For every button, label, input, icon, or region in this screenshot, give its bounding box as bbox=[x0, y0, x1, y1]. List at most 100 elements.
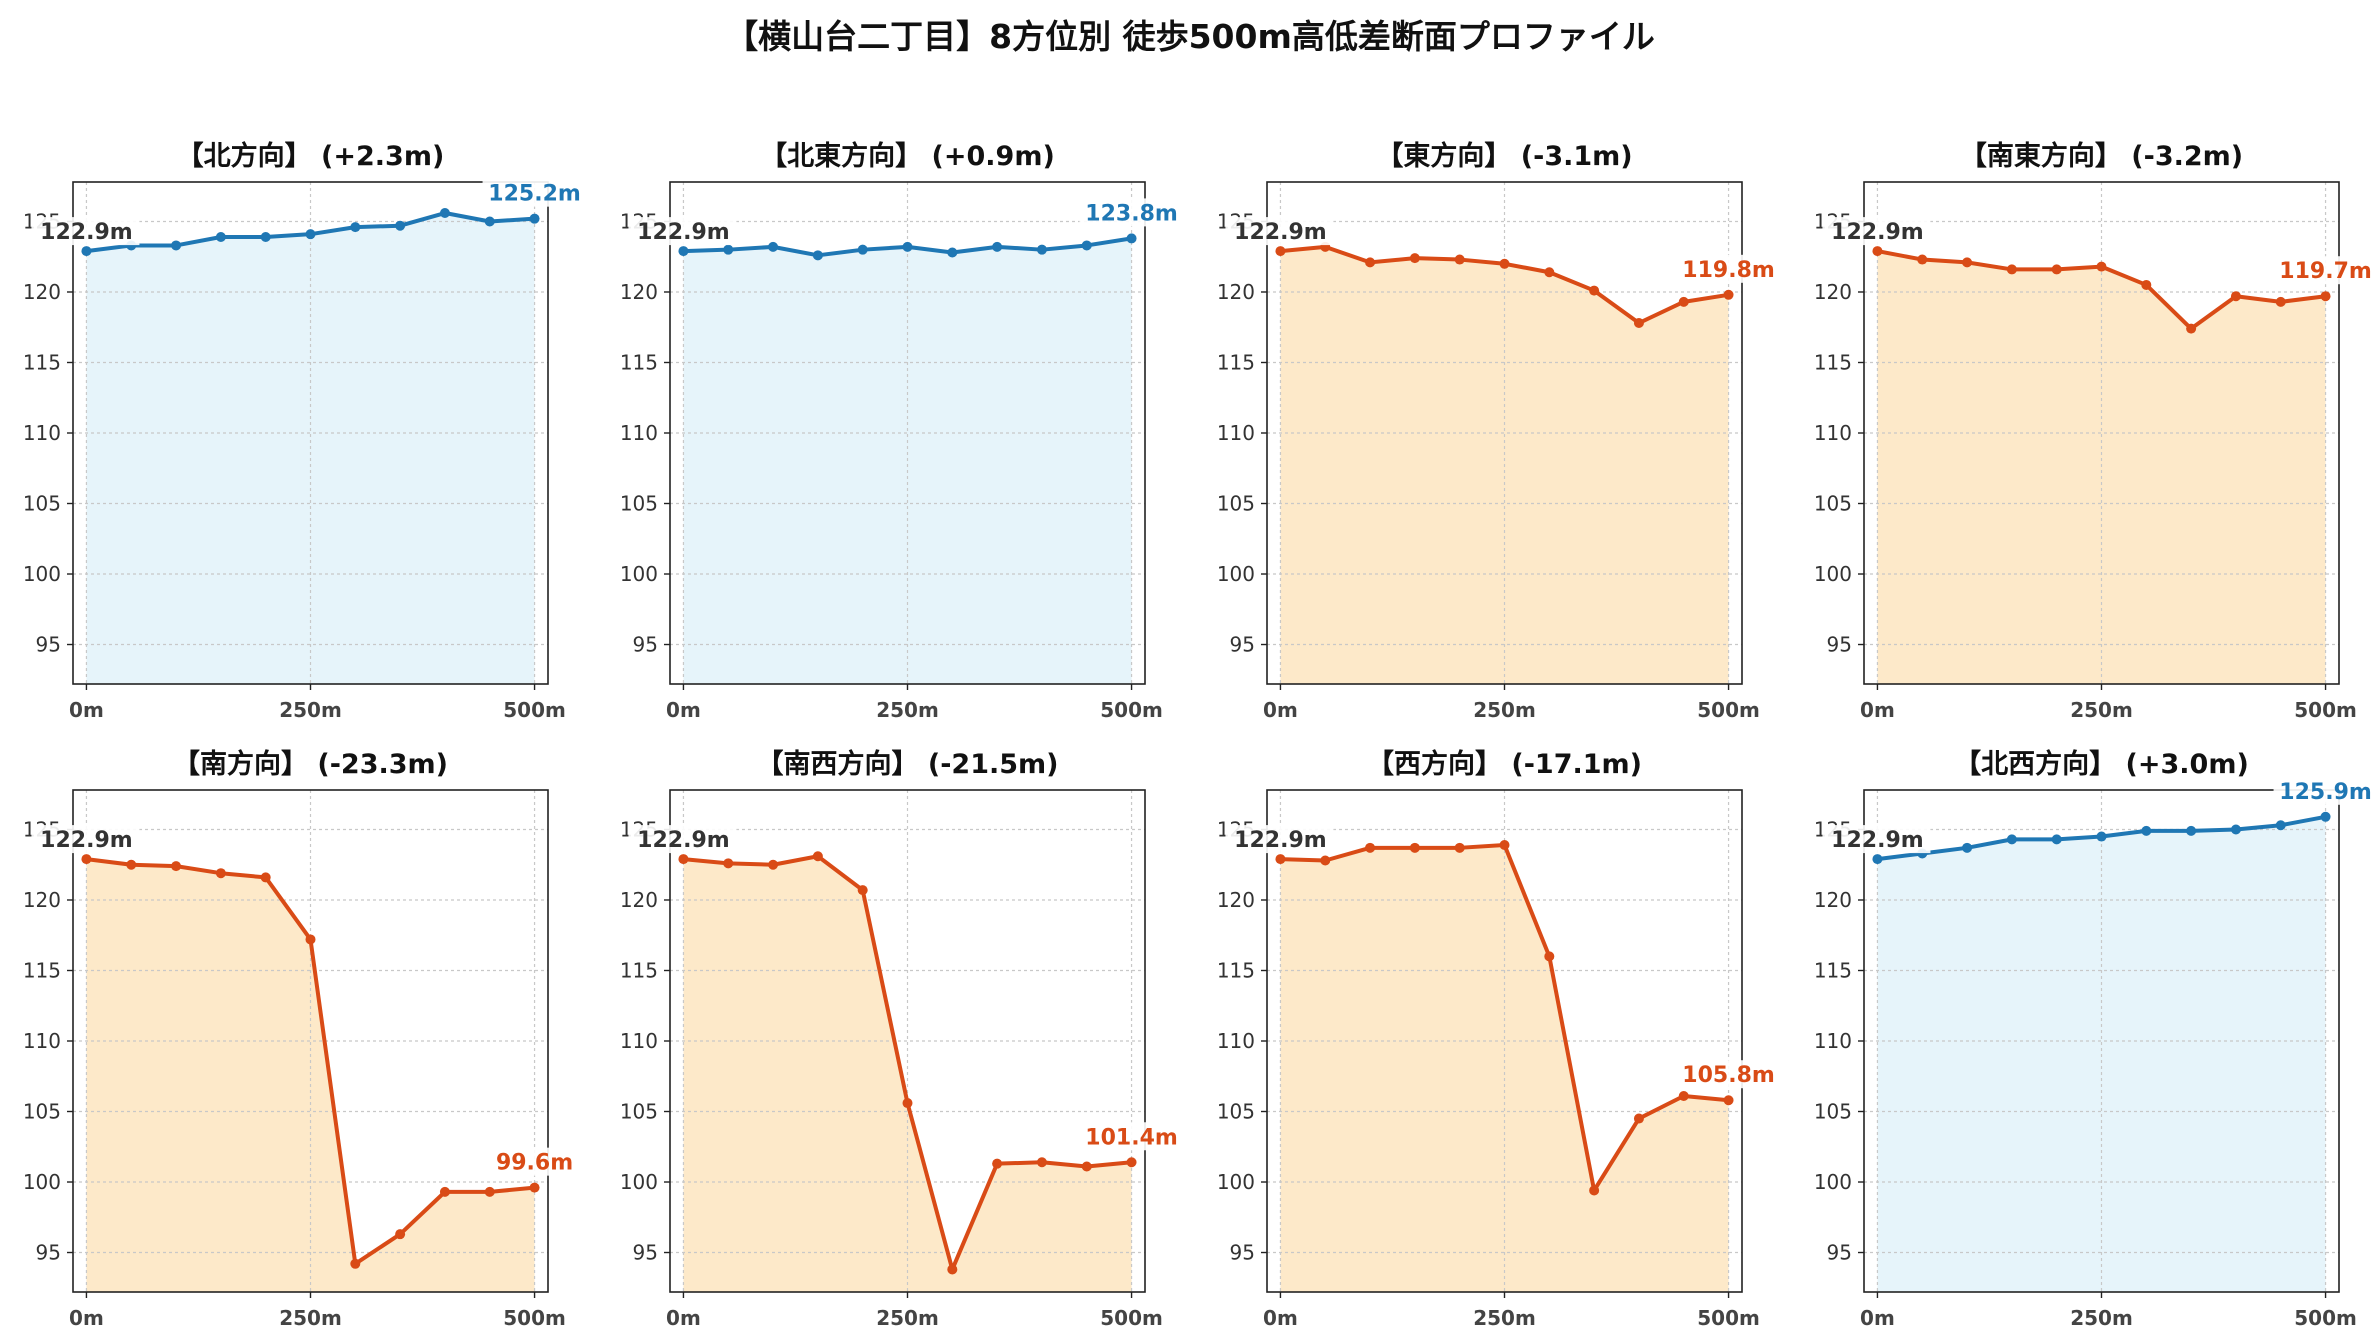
data-point bbox=[902, 1098, 913, 1109]
data-point bbox=[1723, 289, 1734, 300]
chart-title: 【北東方向】 (+0.9m) bbox=[760, 140, 1055, 172]
data-point bbox=[1544, 267, 1555, 278]
start-elevation-label: 122.9m bbox=[1234, 828, 1327, 853]
data-point bbox=[126, 859, 137, 870]
y-tick-label: 120 bbox=[1217, 888, 1255, 912]
data-point bbox=[260, 231, 271, 242]
y-tick-label: 105 bbox=[620, 492, 658, 516]
start-elevation-label: 122.9m bbox=[1831, 828, 1924, 853]
x-tick-label: 250m bbox=[876, 698, 939, 722]
data-point bbox=[2006, 834, 2017, 845]
y-tick-label: 115 bbox=[1814, 350, 1852, 374]
data-point bbox=[2096, 831, 2107, 842]
x-tick-label: 500m bbox=[503, 698, 566, 722]
data-point bbox=[260, 872, 271, 883]
chart-panel: 951001051101151201250m250m500m【北方向】 (+2.… bbox=[23, 140, 587, 722]
data-point bbox=[1365, 842, 1376, 853]
y-tick-label: 120 bbox=[1814, 280, 1852, 304]
x-tick-label: 500m bbox=[1697, 698, 1760, 722]
chart-panel: 951001051101151201250m250m500m【北西方向】 (+3… bbox=[1814, 748, 2378, 1330]
data-point bbox=[1275, 246, 1286, 257]
data-point bbox=[439, 1186, 450, 1197]
start-elevation-label: 122.9m bbox=[1831, 220, 1924, 245]
y-tick-label: 115 bbox=[1217, 958, 1255, 982]
y-tick-label: 100 bbox=[1814, 1170, 1852, 1194]
x-tick-label: 0m bbox=[1860, 1306, 1895, 1330]
data-point bbox=[992, 1158, 1003, 1169]
data-point bbox=[1544, 951, 1555, 962]
data-point bbox=[305, 229, 316, 240]
data-point bbox=[1678, 296, 1689, 307]
y-tick-label: 100 bbox=[1217, 562, 1255, 586]
y-tick-label: 100 bbox=[620, 1170, 658, 1194]
data-point bbox=[529, 213, 540, 224]
data-point bbox=[81, 854, 92, 865]
chart-title: 【南方向】 (-23.3m) bbox=[173, 748, 448, 780]
data-point bbox=[2320, 291, 2331, 302]
data-point bbox=[947, 247, 958, 258]
data-point bbox=[1633, 318, 1644, 329]
data-point bbox=[2275, 296, 2286, 307]
start-label-backdrop bbox=[31, 217, 140, 246]
end-elevation-label: 105.8m bbox=[1682, 1063, 1775, 1088]
end-label-backdrop bbox=[1079, 1122, 1184, 1151]
end-elevation-label: 123.8m bbox=[1085, 201, 1178, 226]
data-point bbox=[2096, 261, 2107, 272]
end-elevation-label: 125.2m bbox=[488, 182, 581, 207]
data-point bbox=[171, 861, 182, 872]
data-point bbox=[1589, 1185, 1600, 1196]
start-elevation-label: 122.9m bbox=[40, 220, 133, 245]
x-tick-label: 250m bbox=[1473, 698, 1536, 722]
y-tick-label: 105 bbox=[1814, 1100, 1852, 1124]
data-point bbox=[1678, 1090, 1689, 1101]
data-point bbox=[395, 1229, 406, 1240]
data-point bbox=[1723, 1095, 1734, 1106]
data-point bbox=[484, 216, 495, 227]
data-point bbox=[439, 208, 450, 219]
data-point bbox=[350, 1258, 361, 1269]
data-point bbox=[2141, 279, 2152, 290]
data-point bbox=[2230, 291, 2241, 302]
y-tick-label: 120 bbox=[620, 280, 658, 304]
y-tick-label: 115 bbox=[620, 958, 658, 982]
data-point bbox=[1917, 254, 1928, 265]
y-tick-label: 100 bbox=[1814, 562, 1852, 586]
x-tick-label: 250m bbox=[2070, 1306, 2133, 1330]
data-point bbox=[529, 1182, 540, 1193]
x-tick-label: 250m bbox=[279, 1306, 342, 1330]
profile-area-fill bbox=[86, 859, 535, 1292]
start-label-backdrop bbox=[31, 825, 140, 854]
x-tick-label: 250m bbox=[2070, 698, 2133, 722]
data-point bbox=[812, 851, 823, 862]
x-tick-label: 500m bbox=[503, 1306, 566, 1330]
data-point bbox=[1409, 842, 1420, 853]
y-tick-label: 95 bbox=[1230, 633, 1255, 657]
y-tick-label: 100 bbox=[23, 1170, 61, 1194]
y-tick-label: 120 bbox=[620, 888, 658, 912]
data-point bbox=[2051, 834, 2062, 845]
data-point bbox=[2051, 264, 2062, 275]
x-tick-label: 500m bbox=[1697, 1306, 1760, 1330]
y-tick-label: 95 bbox=[633, 1241, 658, 1265]
data-point bbox=[215, 868, 226, 879]
data-point bbox=[395, 220, 406, 231]
start-elevation-label: 122.9m bbox=[637, 220, 730, 245]
data-point bbox=[1454, 254, 1465, 265]
data-point bbox=[1126, 1157, 1137, 1168]
data-point bbox=[1962, 257, 1973, 268]
data-point bbox=[2186, 323, 2197, 334]
end-elevation-label: 99.6m bbox=[496, 1151, 573, 1176]
data-point bbox=[2320, 811, 2331, 822]
start-label-backdrop bbox=[628, 825, 737, 854]
y-tick-label: 95 bbox=[1230, 1241, 1255, 1265]
end-elevation-label: 119.7m bbox=[2279, 259, 2372, 284]
profile-area-fill bbox=[1877, 251, 2326, 684]
data-point bbox=[1633, 1113, 1644, 1124]
chart-panel: 951001051101151201250m250m500m【南西方向】 (-2… bbox=[620, 748, 1184, 1330]
data-point bbox=[1454, 842, 1465, 853]
data-point bbox=[812, 250, 823, 261]
chart-title: 【南西方向】 (-21.5m) bbox=[756, 748, 1058, 780]
data-point bbox=[902, 241, 913, 252]
data-point bbox=[678, 246, 689, 257]
